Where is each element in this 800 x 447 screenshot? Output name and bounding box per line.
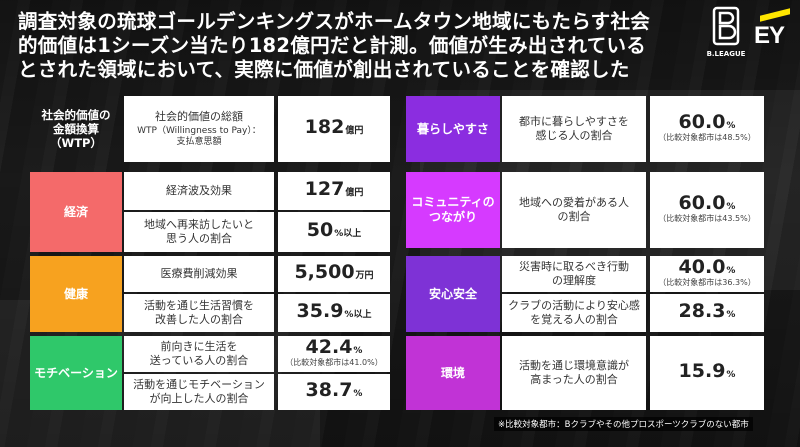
kurashi-desc: 都市に暮らしやすさを 感じる人の割合 — [502, 96, 646, 162]
footnote: ※比較対象都市：Bクラブやその他プロスポーツクラブのない都市 — [494, 417, 753, 431]
category-kurashi: 暮らしやすさ — [406, 96, 500, 162]
motivation-row2-desc: 活動を通じモチベーション が向上した人の割合 — [124, 374, 274, 410]
wtp-desc-title: 社会的価値の総額 — [155, 110, 243, 123]
keizai-row2-value: 50%以上 — [306, 219, 362, 241]
bleague-caption: B.LEAGUE — [706, 50, 746, 58]
motivation-row2-value: 38.7% — [305, 379, 363, 401]
kankyo-value: 15.9% — [678, 360, 736, 382]
bleague-logo: B.LEAGUE — [706, 6, 746, 58]
ey-text: EY — [754, 22, 785, 49]
category-keizai: 経済 — [30, 172, 122, 252]
anzen-row1-desc: 災害時に取るべき行動 の理解度 — [502, 256, 646, 292]
wtp-value-cell: 182億円 — [278, 96, 390, 162]
anzen-row1-note: （比較対象都市は36.3%） — [658, 278, 756, 287]
ey-yellow-bar — [760, 8, 790, 22]
wtp-desc-sub: WTP（Willingness to Pay）： 支払意思額 — [137, 126, 261, 147]
category-kankyo: 環境 — [406, 336, 500, 410]
ey-logo: EY — [754, 8, 794, 52]
anzen-row1-value: 40.0% — [678, 256, 736, 278]
anzen-row2-value: 28.3% — [678, 300, 736, 322]
kankyo-value-cell: 15.9% — [650, 336, 764, 410]
keizai-row1-desc: 経済波及効果 — [124, 172, 274, 210]
community-value: 60.0% — [678, 192, 736, 214]
category-community: コミュニティの つながり — [406, 172, 500, 248]
keizai-row2-desc: 地域へ再来訪したいと 思う人の割合 — [124, 212, 274, 252]
anzen-row1-value-cell: 40.0% （比較対象都市は36.3%） — [650, 256, 764, 292]
category-motivation: モチベーション — [30, 336, 122, 410]
motivation-row1-value: 42.4% — [305, 336, 363, 358]
kenko-row1-value: 5,500万円 — [294, 261, 374, 283]
anzen-row2-desc: クラブの活動により安心感 を覚える人の割合 — [502, 294, 646, 332]
keizai-row1-value: 127億円 — [304, 178, 364, 200]
community-desc: 地域への愛着がある人 の割合 — [502, 172, 646, 248]
kenko-row2-value-cell: 35.9%以上 — [278, 294, 390, 332]
kurashi-note: （比較対象都市は48.5%） — [658, 133, 756, 142]
wtp-description: 社会的価値の総額 WTP（Willingness to Pay）： 支払意思額 — [124, 96, 274, 162]
bleague-mark-icon — [712, 6, 740, 46]
logo-area: B.LEAGUE EY — [706, 6, 796, 62]
motivation-row1-value-cell: 42.4% （比較対象都市は41.0%） — [278, 336, 390, 372]
kenko-row1-value-cell: 5,500万円 — [278, 256, 390, 292]
category-anzen: 安心安全 — [406, 256, 500, 332]
kankyo-desc: 活動を通じ環境意識が 高まった人の割合 — [502, 336, 646, 410]
kurashi-value-cell: 60.0% （比較対象都市は48.5%） — [650, 96, 764, 162]
anzen-row2-value-cell: 28.3% — [650, 294, 764, 332]
headline: 調査対象の琉球ゴールデンキングスがホームタウン地域にもたらす社会 的価値は1シー… — [18, 10, 651, 81]
kenko-row2-value: 35.9%以上 — [296, 300, 372, 322]
kenko-row1-desc: 医療費削減効果 — [124, 256, 274, 292]
community-value-cell: 60.0% （比較対象都市は43.5%） — [650, 172, 764, 248]
kenko-row2-desc: 活動を通じ生活習慣を 改善した人の割合 — [124, 294, 274, 332]
motivation-row2-value-cell: 38.7% — [278, 374, 390, 410]
kurashi-value: 60.0% — [678, 111, 736, 133]
wtp-label: 社会的価値の 金額換算 （WTP） — [41, 108, 111, 150]
motivation-row1-note: （比較対象都市は41.0%） — [285, 358, 383, 367]
community-note: （比較対象都市は43.5%） — [658, 214, 756, 223]
keizai-row2-value-cell: 50%以上 — [278, 212, 390, 252]
motivation-row1-desc: 前向きに生活を 送っている人の割合 — [124, 336, 274, 372]
keizai-row1-value-cell: 127億円 — [278, 172, 390, 210]
category-kenko: 健康 — [30, 256, 122, 332]
wtp-value: 182億円 — [304, 116, 364, 138]
